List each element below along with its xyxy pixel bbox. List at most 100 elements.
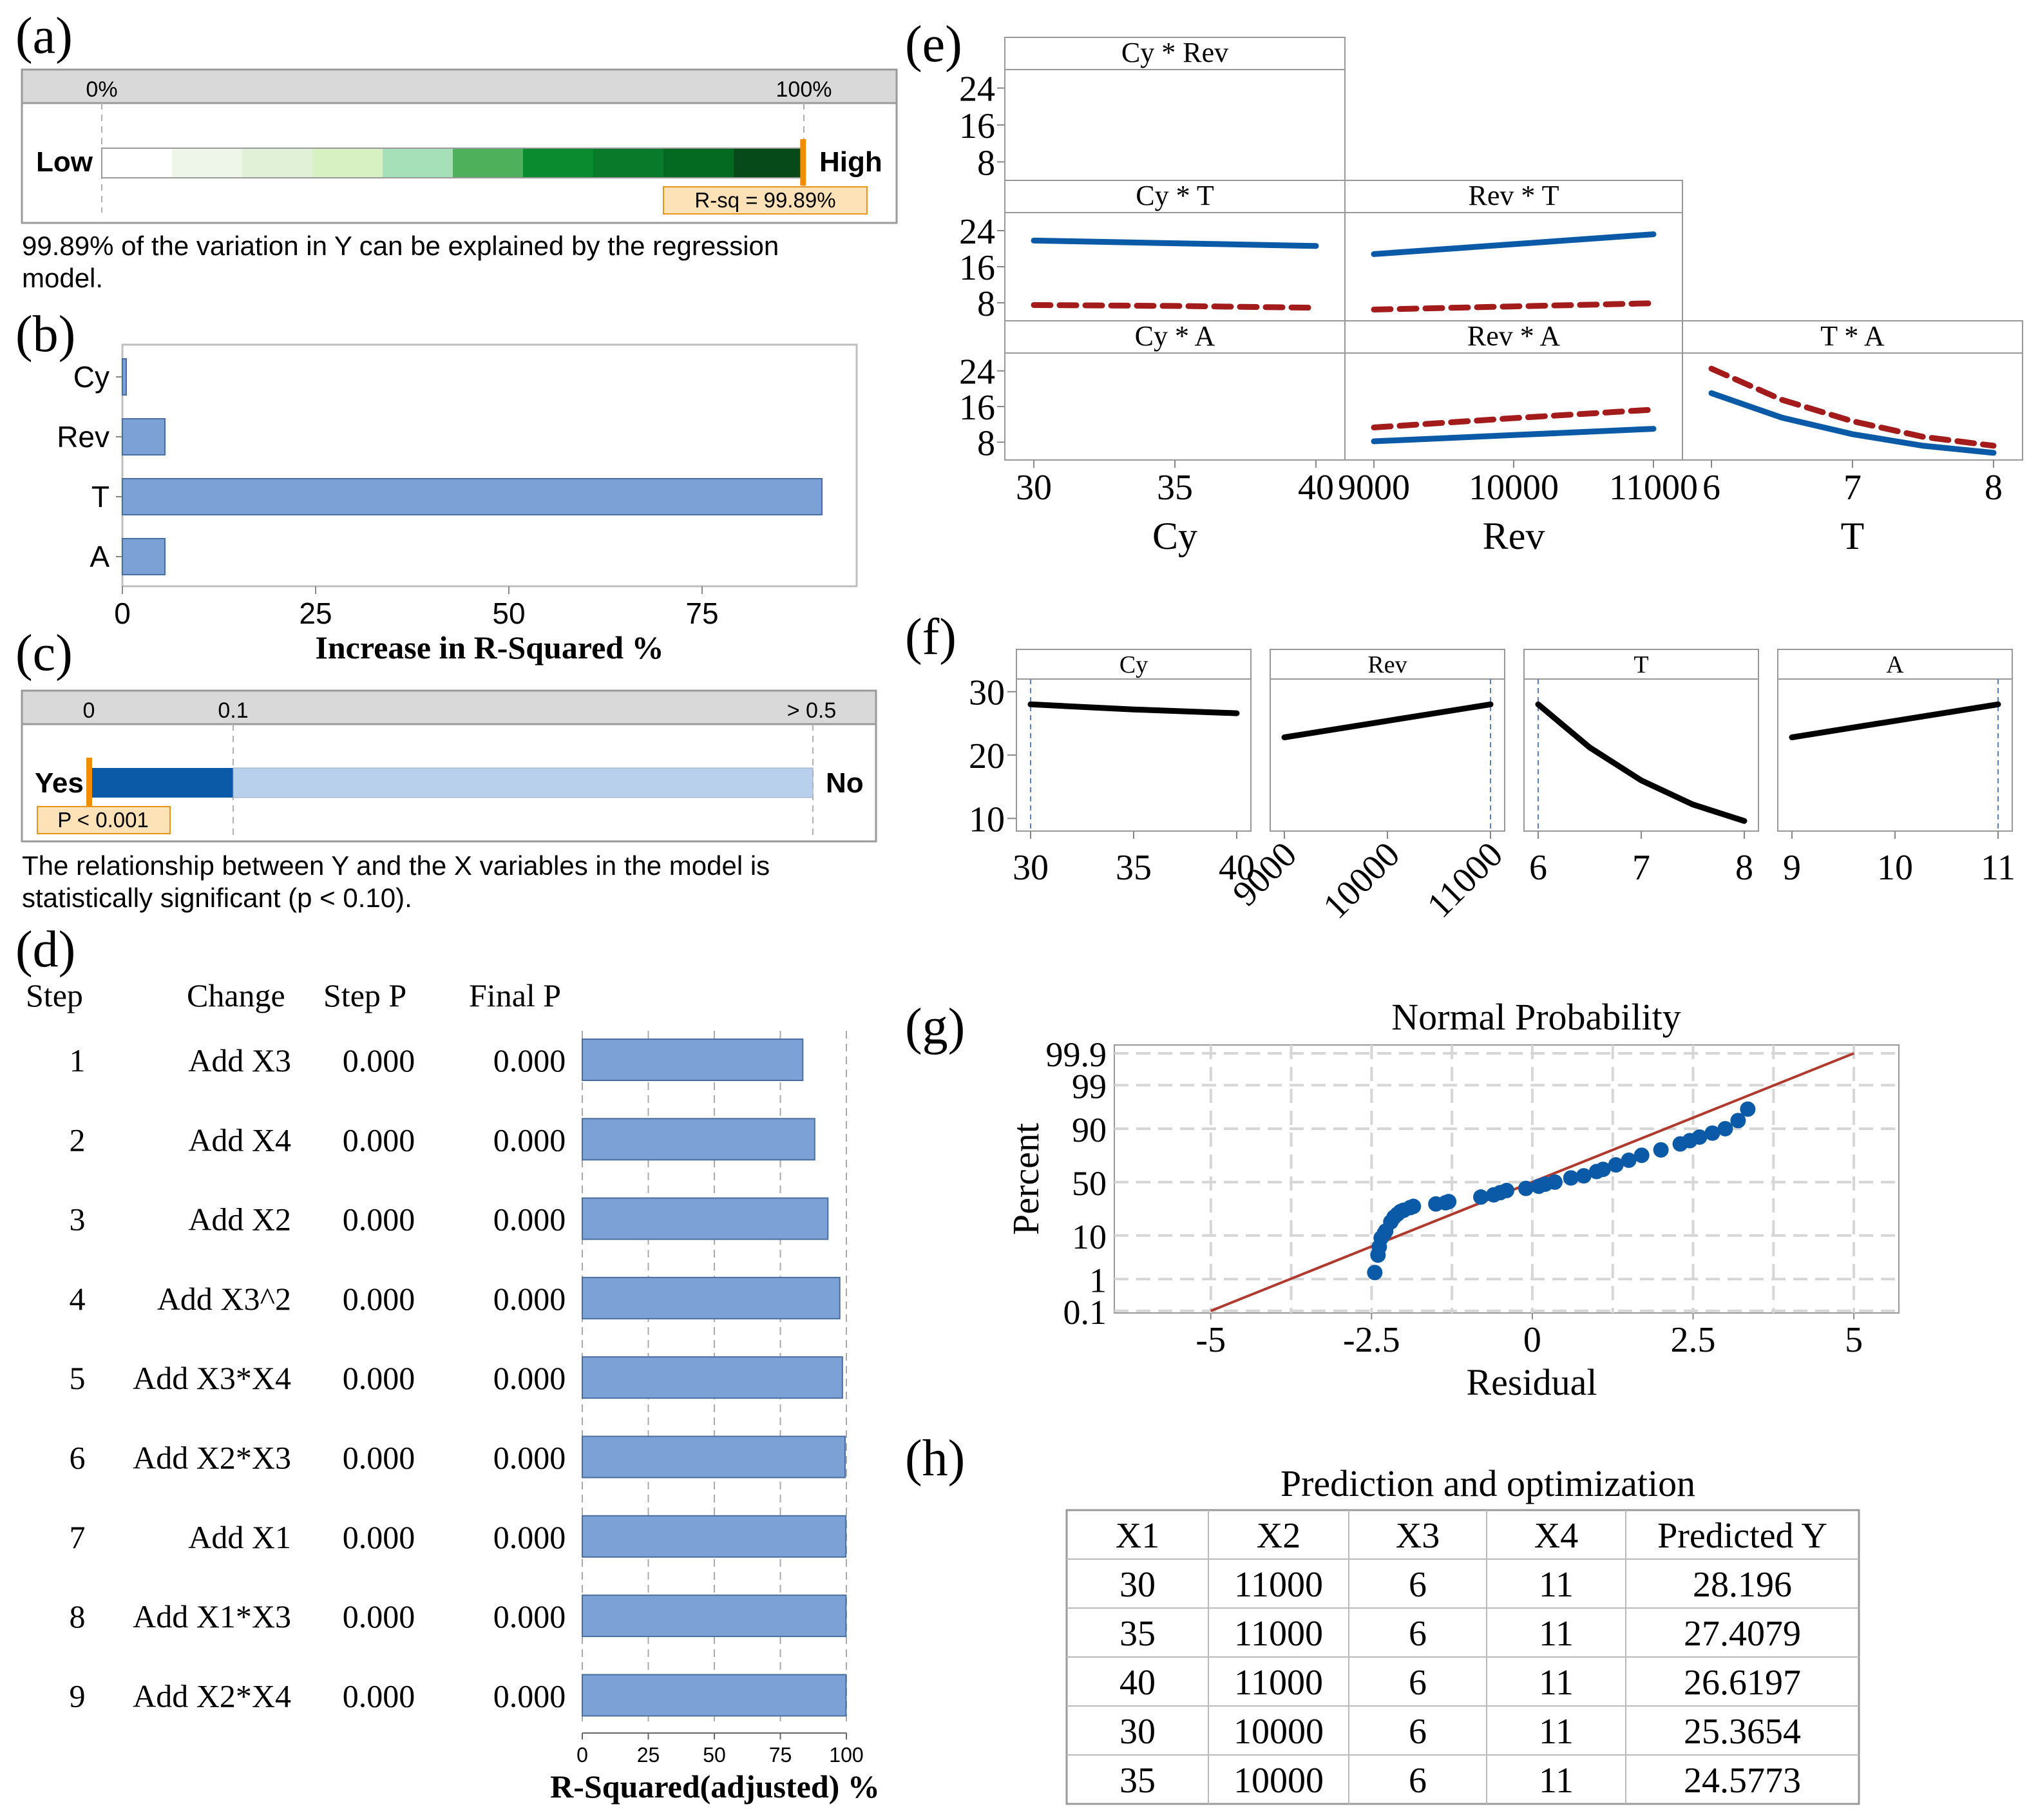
r-sq-gradient-segment bbox=[453, 148, 524, 178]
panel-f: (f) 30 20 10 Cy 30 35 40 Rev 9000 10000 11000 T 6 7 8 A… bbox=[905, 609, 2015, 926]
d-row-change: Add X2*X3 bbox=[133, 1440, 291, 1476]
b-bar-cy bbox=[122, 358, 127, 396]
panel-e-label: (e) bbox=[905, 16, 962, 73]
d-row-step: 2 bbox=[70, 1122, 86, 1158]
e-x-axis-label: Rev bbox=[1483, 515, 1545, 557]
r-sq-gradient-segment bbox=[242, 148, 313, 178]
e-x-axis-label: T bbox=[1841, 515, 1865, 557]
f-x-tick-label: 11 bbox=[1981, 848, 2015, 888]
f-x-tick-label: 8 bbox=[1735, 848, 1753, 888]
h-data-cell: 11000 bbox=[1234, 1565, 1323, 1605]
d-row-change: Add X2 bbox=[188, 1202, 291, 1238]
b-x-axis-label: Increase in R-Squared % bbox=[315, 629, 663, 666]
d-x-tick-label: 25 bbox=[637, 1743, 660, 1767]
h-header-cell: X3 bbox=[1396, 1516, 1440, 1556]
e-series-line bbox=[1031, 237, 1319, 249]
d-row-final-p: 0.000 bbox=[493, 1202, 566, 1238]
d-row-step: 3 bbox=[70, 1202, 86, 1238]
d-bar-step-2 bbox=[582, 1118, 815, 1161]
p-scale-label-0: 0 bbox=[83, 698, 95, 723]
panel-b: (b) Cy Rev TA0 25 50 75 Increase in R-Squared… bbox=[15, 306, 858, 666]
r-sq-badge-box bbox=[663, 186, 868, 215]
g-residual-point bbox=[1405, 1198, 1422, 1214]
h-data-cell: 6 bbox=[1409, 1614, 1427, 1654]
f-x-tick-label: 6 bbox=[1529, 848, 1547, 888]
e-y-tick-label: 16 bbox=[959, 388, 995, 428]
f-x-tick-label: 35 bbox=[1116, 848, 1152, 888]
e-x-tick-label: 9000 bbox=[1338, 468, 1410, 508]
r-sq-gradient-segment bbox=[734, 148, 805, 178]
e-cell-title: Cy * A bbox=[1135, 320, 1215, 352]
f-main-effects: 30 20 10 Cy 30 35 40 Rev 9000 10000 11000 T 6 7 8 A 9 10 1… bbox=[969, 649, 2015, 926]
panel-c-label: (c) bbox=[15, 625, 73, 682]
h-data-cell: 6 bbox=[1409, 1663, 1427, 1703]
d-row-step-p: 0.000 bbox=[343, 1598, 415, 1634]
b-plot-frame bbox=[121, 343, 858, 588]
g-x-tick-label: 2.5 bbox=[1671, 1320, 1716, 1360]
d-row-step-p: 0.000 bbox=[343, 1440, 415, 1476]
g-x-tick-label: 5 bbox=[1845, 1320, 1863, 1360]
e-x-tick-label: 30 bbox=[1016, 468, 1052, 508]
b-x-tick-label: 0 bbox=[114, 597, 131, 630]
f-panel-title: A bbox=[1886, 651, 1904, 678]
panel-a-label: (a) bbox=[15, 8, 73, 64]
e-x-tick-label: 35 bbox=[1157, 468, 1193, 508]
d-bar-chart: 0 25 50 75 100 bbox=[576, 1031, 864, 1767]
e-x-tick-label: 10000 bbox=[1469, 468, 1559, 508]
e-x-tick-label: 7 bbox=[1843, 468, 1862, 508]
g-y-tick-label: 1 bbox=[1089, 1261, 1107, 1299]
e-cell-title: T * A bbox=[1820, 320, 1885, 352]
d-step-table: 1 Add X3 0.000 0.000 2 Add X4 0.000 0.000 3 Add X… bbox=[70, 1042, 566, 1714]
h-header-cell: X2 bbox=[1257, 1516, 1300, 1556]
g-residual-point bbox=[1608, 1157, 1624, 1173]
h-data-cell: 11000 bbox=[1234, 1663, 1323, 1703]
e-series-line bbox=[1371, 300, 1657, 312]
h-data-cell: 10000 bbox=[1233, 1761, 1324, 1801]
g-residual-point bbox=[1499, 1182, 1514, 1198]
d-row-change: Add X3*X4 bbox=[133, 1360, 291, 1396]
d-bar-step-7 bbox=[582, 1515, 847, 1558]
d-bar-step-9 bbox=[582, 1674, 847, 1717]
d-row-final-p: 0.000 bbox=[493, 1360, 566, 1396]
d-row-change: Add X1*X3 bbox=[133, 1598, 291, 1634]
f-x-tick-label: 7 bbox=[1632, 848, 1650, 888]
f-x-tick-label: 10 bbox=[1877, 848, 1913, 888]
f-x-tick-label: 11000 bbox=[1420, 834, 1510, 925]
g-residual-point bbox=[1595, 1162, 1611, 1178]
h-data-cell: 40 bbox=[1119, 1663, 1156, 1703]
d-row-step-p: 0.000 bbox=[343, 1202, 415, 1238]
r-sq-gradient-segment bbox=[102, 148, 173, 178]
h-data-cell: 26.6197 bbox=[1684, 1663, 1801, 1703]
e-cell-frame bbox=[1004, 320, 1346, 461]
g-x-axis-label: Residual bbox=[1467, 1361, 1597, 1403]
e-x-tick-label: 11000 bbox=[1609, 468, 1698, 508]
d-header-change: Change bbox=[187, 977, 285, 1013]
f-effect-line bbox=[1027, 701, 1240, 716]
d-row-change: Add X3^2 bbox=[157, 1281, 291, 1317]
d-row-change: Add X2*X4 bbox=[133, 1678, 291, 1714]
r-sq-gradient-segment bbox=[172, 148, 243, 178]
r-sq-marker bbox=[800, 139, 806, 186]
h-table-title: Prediction and optimization bbox=[1281, 1462, 1695, 1504]
p-caption-line1: The relationship between Y and the X var… bbox=[22, 850, 770, 881]
e-series-line bbox=[1371, 231, 1657, 257]
f-effect-line bbox=[1535, 701, 1748, 824]
e-y-tick-label: 8 bbox=[977, 284, 995, 324]
b-category-label: Rev bbox=[57, 420, 110, 454]
d-row-step: 6 bbox=[70, 1440, 86, 1476]
r-sq-scale-max: 100% bbox=[776, 77, 832, 102]
d-row-step: 5 bbox=[70, 1360, 86, 1396]
g-y-axis-label: Percent bbox=[1005, 1123, 1047, 1235]
e-y-tick-label: 24 bbox=[959, 352, 995, 392]
p-caption-line2: statistically significant (p < 0.10). bbox=[22, 883, 412, 913]
d-header-final-p: Final P bbox=[469, 977, 561, 1013]
d-row-change: Add X4 bbox=[188, 1122, 291, 1158]
panel-b-label: (b) bbox=[15, 306, 75, 363]
f-x-tick-label: 40 bbox=[1219, 848, 1255, 888]
g-residual-point bbox=[1730, 1113, 1746, 1129]
e-y-tick-label: 24 bbox=[959, 212, 995, 252]
r-sq-scale-min: 0% bbox=[86, 77, 117, 102]
h-data-cell: 30 bbox=[1119, 1565, 1156, 1605]
d-bar-step-6 bbox=[582, 1435, 846, 1479]
